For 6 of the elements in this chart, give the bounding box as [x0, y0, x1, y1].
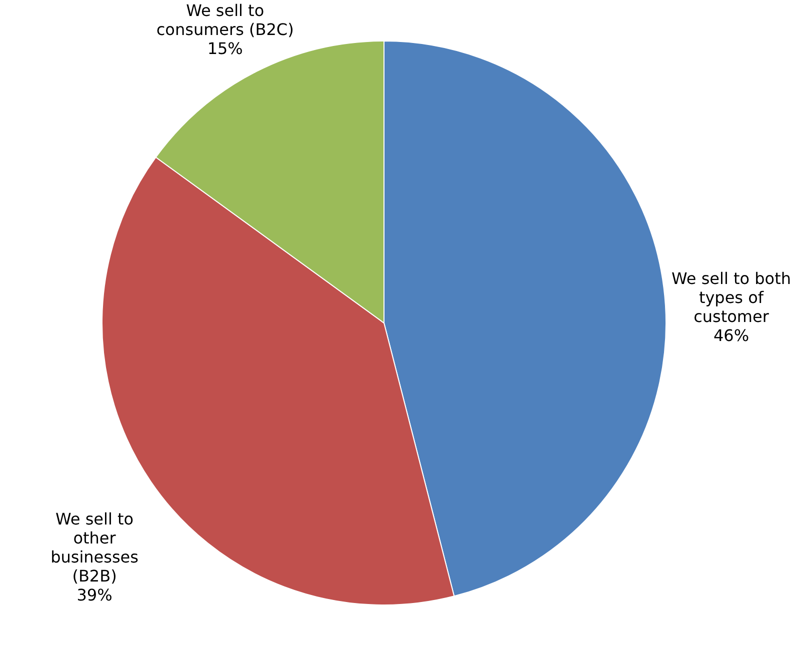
data-label: 15%	[207, 39, 243, 58]
data-label: 46%	[713, 326, 750, 346]
slice-label: We sell to other businesses (B2B)	[50, 510, 138, 586]
data-label: 39%	[76, 586, 112, 605]
slice-label: We sell to consumers (B2C)	[156, 1, 294, 40]
slice-label: We sell to both types of customer	[672, 269, 791, 326]
